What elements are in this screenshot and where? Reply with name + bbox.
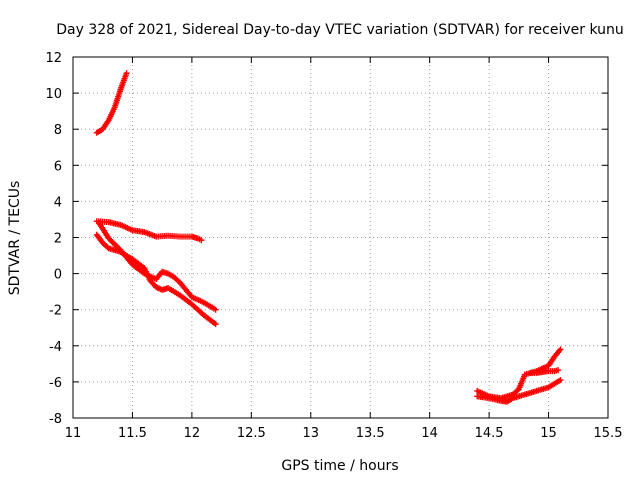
data-point bbox=[212, 321, 219, 328]
data-point bbox=[555, 367, 562, 374]
x-tick-label: 13 bbox=[303, 426, 320, 441]
chart-title: Day 328 of 2021, Sidereal Day-to-day VTE… bbox=[56, 22, 624, 38]
x-tick-label: 11 bbox=[65, 426, 82, 441]
series-arc-d bbox=[96, 220, 219, 313]
y-tick-label: 8 bbox=[54, 123, 62, 138]
y-tick-label: 0 bbox=[54, 268, 62, 283]
data-point bbox=[557, 346, 564, 353]
y-tick-label: -2 bbox=[49, 304, 62, 319]
x-tick-label: 14.5 bbox=[475, 426, 504, 441]
y-tick-label: -4 bbox=[49, 340, 62, 355]
x-tick-label: 11.5 bbox=[118, 426, 147, 441]
y-tick-label: 10 bbox=[45, 87, 62, 102]
axis-ticks bbox=[72, 56, 609, 419]
series-arc-g bbox=[527, 367, 562, 376]
y-tick-label: 4 bbox=[54, 195, 62, 210]
data-point bbox=[557, 377, 564, 384]
x-tick-label: 15.5 bbox=[594, 426, 623, 441]
x-axis-label: GPS time / hours bbox=[281, 458, 398, 474]
series-arc-a bbox=[93, 70, 130, 136]
y-tick-label: 12 bbox=[45, 51, 62, 66]
data-point bbox=[212, 306, 219, 313]
y-tick-labels: -8 -6 -4 -2 0 2 4 6 8 10 12 bbox=[45, 51, 62, 427]
x-tick-label: 13.5 bbox=[356, 426, 385, 441]
series-layer bbox=[93, 70, 564, 405]
x-tick-label: 12 bbox=[184, 426, 201, 441]
x-tick-label: 14 bbox=[421, 426, 438, 441]
x-tick-label: 12.5 bbox=[237, 426, 266, 441]
y-tick-label: -6 bbox=[49, 376, 62, 391]
data-point bbox=[198, 237, 205, 244]
y-axis-label: SDTVAR / TECUs bbox=[7, 181, 23, 296]
y-tick-label: 2 bbox=[54, 232, 62, 247]
series-arc-f bbox=[474, 377, 564, 405]
series-arc-b bbox=[93, 218, 205, 244]
x-tick-labels: 11 11.5 12 12.5 13 13.5 14 14.5 15 15.5 bbox=[65, 426, 623, 441]
data-point bbox=[123, 70, 130, 77]
gridlines bbox=[73, 57, 608, 418]
y-tick-label: -8 bbox=[49, 412, 62, 427]
y-tick-label: 6 bbox=[54, 159, 62, 174]
x-tick-label: 15 bbox=[540, 426, 557, 441]
